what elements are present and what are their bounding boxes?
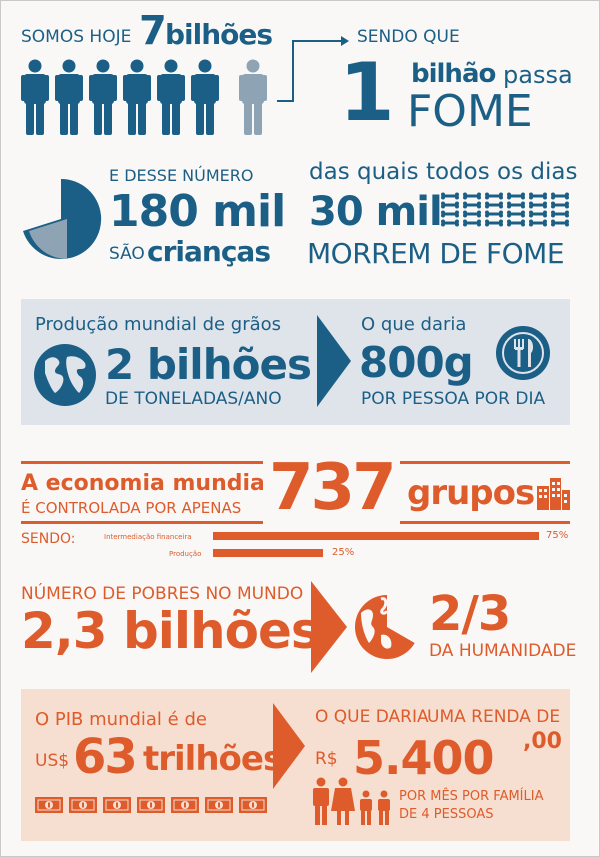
- bones-icon: [441, 192, 569, 227]
- intro-text: SOMOS HOJE: [21, 27, 132, 47]
- hunger-number: 1: [339, 46, 395, 139]
- income-cents: ,00: [523, 729, 562, 754]
- bar-finance: [213, 532, 539, 540]
- daily-text: das quais todos os dias: [309, 159, 578, 185]
- pie-chart-icon: [23, 179, 102, 259]
- bar-production: [213, 549, 323, 557]
- gdp-unit: trilhões: [143, 739, 283, 779]
- money-icons: [35, 796, 267, 814]
- grain-title: Produção mundial de grãos: [35, 314, 282, 335]
- connector-arrow: [277, 36, 349, 102]
- hunger-word: FOME: [407, 86, 533, 137]
- being-text: SENDO:: [21, 531, 76, 547]
- economy-text: A economia mundial: [21, 471, 279, 496]
- grain-unit: DE TONELADAS/ANO: [105, 389, 282, 409]
- plate-cutlery-icon: [496, 326, 550, 380]
- chevron-right-orange-icon: [311, 581, 347, 673]
- grain-number: 2 bilhões: [105, 340, 312, 389]
- connector-text: SENDO QUE: [357, 27, 460, 47]
- chevron-right-icon: [317, 315, 351, 407]
- grain-panel: [21, 299, 570, 425]
- children-number: 180 mil: [109, 186, 286, 237]
- income-number: 5.400: [353, 731, 495, 785]
- controlled-text: É CONTROLADA POR APENAS: [21, 499, 242, 517]
- gdp-label: O PIB mundial é de: [35, 709, 207, 730]
- bar-label-finance: Intermediação financeira: [104, 533, 192, 541]
- bar-value-finance: 75%: [546, 530, 569, 541]
- family-icons: [313, 777, 390, 825]
- chevron-right-gdp-icon: [273, 703, 305, 789]
- poor-number: 2,3 bilhões: [21, 602, 321, 660]
- grain-per: POR PESSOA POR DIA: [361, 389, 546, 409]
- family-text: DE 4 PESSOAS: [399, 807, 494, 822]
- grain-would-give: O que daria: [361, 314, 467, 335]
- gdp-panel: [21, 689, 570, 841]
- groups-number: 737: [263, 449, 400, 527]
- gdp-would-give: O QUE DARIA: [315, 707, 429, 727]
- children-are: SÃO: [109, 244, 145, 264]
- globe-two-thirds-icon: [354, 595, 415, 659]
- groups-word: grupos: [401, 475, 541, 511]
- deaths-number: 30 mil: [309, 189, 443, 235]
- section2-prefix: E DESSE NÚMERO: [109, 166, 254, 185]
- humanity-text: DA HUMANIDADE: [429, 641, 577, 661]
- income-text: UMA RENDA DE: [427, 707, 561, 727]
- hunger-text: passa: [503, 61, 573, 89]
- hunger-unit: bilhão: [411, 59, 496, 89]
- children-word: crianças: [147, 235, 271, 268]
- income-currency: R$: [315, 749, 338, 769]
- people-row: [21, 59, 271, 137]
- globe-icon: [34, 344, 96, 406]
- fraction-text: 2/3: [429, 586, 511, 642]
- bar-label-production: Produção: [169, 550, 202, 558]
- population-number: 7: [139, 8, 167, 54]
- people-icons: [21, 59, 267, 135]
- die-text: MORREM DE FOME: [307, 237, 565, 270]
- population-unit: bilhões: [165, 18, 273, 51]
- gdp-number: 63: [73, 729, 138, 785]
- bar-value-production: 25%: [332, 547, 355, 558]
- poor-label: NÚMERO DE POBRES NO MUNDO: [21, 584, 304, 604]
- gdp-currency: US$: [35, 751, 70, 771]
- buildings-icon: [535, 476, 571, 510]
- grain-amount: 800g: [359, 338, 474, 387]
- per-month-text: POR MÊS POR FAMÍLIA: [399, 789, 544, 804]
